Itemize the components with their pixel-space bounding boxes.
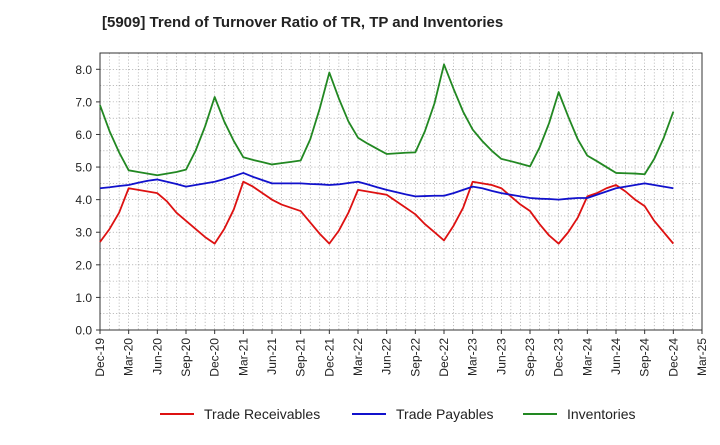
x-tick-label: Mar-23 (466, 338, 480, 376)
x-tick-label: Mar-20 (122, 338, 136, 376)
chart-title: [5909] Trend of Turnover Ratio of TR, TP… (102, 14, 504, 31)
series-line-inventories (99, 63, 675, 177)
x-tick-label: Mar-24 (580, 338, 594, 376)
series-line-trade-payables (99, 172, 674, 201)
y-tick-label: 0.0 (75, 324, 92, 338)
plot-frame (99, 52, 703, 331)
y-tick-label: 7.0 (75, 95, 92, 109)
y-tick-label: 6.0 (75, 128, 92, 142)
y-tick-label: 3.0 (75, 226, 92, 240)
series-line-trade-receivables (99, 180, 675, 245)
x-tick-label: Dec-20 (208, 338, 222, 377)
x-tick-label: Sep-23 (523, 338, 537, 377)
y-tick-label: 5.0 (75, 161, 92, 175)
y-tick-label: 1.0 (75, 291, 92, 305)
x-tick-label: Mar-21 (236, 338, 250, 376)
y-tick-label: 2.0 (75, 258, 92, 272)
y-tick-label: 8.0 (75, 63, 92, 77)
legend-label: Inventories (567, 406, 635, 422)
x-tick-label: Sep-22 (408, 338, 422, 377)
x-tick-label: Dec-19 (93, 338, 107, 377)
x-tick-label: Sep-21 (294, 338, 308, 377)
y-tick-label: 4.0 (75, 193, 92, 207)
x-tick-label: Mar-22 (351, 338, 365, 376)
x-tick-label: Jun-20 (150, 338, 164, 375)
plot-area (100, 53, 702, 330)
x-tick-label: Jun-23 (494, 338, 508, 375)
x-tick-label: Mar-25 (695, 338, 709, 376)
x-tick-label: Jun-21 (265, 338, 279, 375)
x-tick-label: Dec-22 (437, 338, 451, 377)
x-tick-label: Sep-24 (638, 338, 652, 377)
x-tick-label: Jun-22 (380, 338, 394, 375)
x-tick-label: Dec-23 (552, 338, 566, 377)
legend-label: Trade Payables (396, 406, 494, 422)
legend-label: Trade Receivables (204, 406, 320, 422)
x-tick-label: Dec-21 (322, 338, 336, 377)
x-tick-label: Dec-24 (666, 338, 680, 377)
x-tick-label: Jun-24 (609, 338, 623, 375)
x-tick-label: Sep-20 (179, 338, 193, 377)
